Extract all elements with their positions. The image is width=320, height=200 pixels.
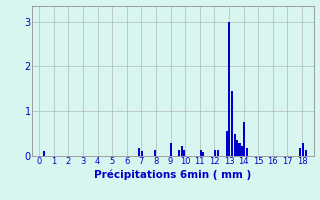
Bar [180, 146, 183, 156]
Bar [203, 152, 204, 156]
Bar [241, 146, 243, 156]
Bar [214, 150, 216, 156]
Bar [44, 151, 45, 156]
Bar [302, 143, 304, 156]
Bar [234, 134, 236, 156]
Bar [154, 150, 156, 156]
Bar [138, 148, 140, 156]
Bar [226, 131, 228, 156]
Bar [141, 151, 143, 156]
Bar [246, 148, 248, 156]
Bar [300, 148, 301, 156]
Bar [238, 143, 241, 156]
Bar [178, 150, 180, 156]
Bar [236, 140, 238, 156]
Bar [231, 91, 233, 156]
Bar [183, 150, 186, 156]
Bar [199, 150, 202, 156]
Bar [228, 22, 230, 156]
X-axis label: Précipitations 6min ( mm ): Précipitations 6min ( mm ) [94, 169, 252, 180]
Bar [217, 150, 219, 156]
Bar [243, 122, 245, 156]
Bar [305, 150, 307, 156]
Bar [170, 143, 172, 156]
